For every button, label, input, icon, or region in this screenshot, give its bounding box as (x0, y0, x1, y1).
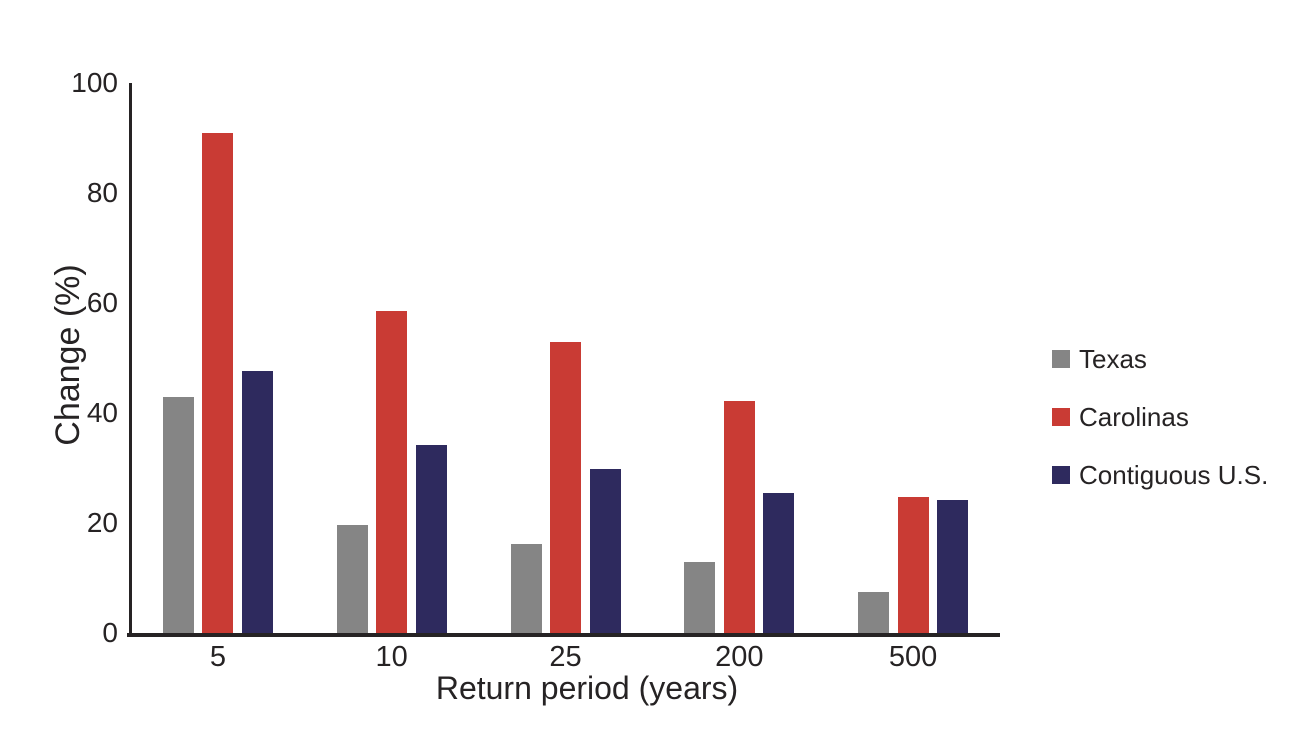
bar-texas-5 (162, 396, 194, 633)
y-tick-label-80: 80 (86, 177, 118, 208)
x-tick-label-500: 500 (888, 641, 938, 673)
bar-contiguous-u-s-5 (241, 371, 273, 633)
y-axis-line (129, 83, 132, 637)
bar-contiguous-u-s-25 (589, 469, 621, 633)
bar-contiguous-u-s-500 (937, 499, 969, 633)
x-axis-title: Return period (years) (435, 670, 739, 706)
x-tick-label-10: 10 (375, 641, 408, 673)
bar-texas-500 (858, 591, 890, 633)
x-axis-line (127, 633, 1000, 637)
legend-item-carolinas: Carolinas (1052, 388, 1268, 446)
legend-item-contiguous-u-s: Contiguous U.S. (1052, 446, 1268, 504)
bar-carolinas-25 (550, 341, 581, 633)
y-axis-title: Change (%) (49, 264, 87, 446)
legend-swatch-carolinas (1052, 408, 1070, 426)
legend-label-texas: Texas (1079, 343, 1147, 374)
bar-texas-10 (336, 524, 368, 633)
legend: Texas Carolinas Contiguous U.S. (1052, 330, 1268, 504)
legend-label-carolinas: Carolinas (1079, 401, 1189, 432)
legend-swatch-texas (1052, 350, 1070, 368)
bar-contiguous-u-s-200 (763, 493, 795, 633)
y-tick-label-20: 20 (86, 507, 118, 538)
bar-contiguous-u-s-10 (415, 444, 447, 633)
x-tick-label-200: 200 (715, 641, 764, 673)
y-tick-label-40: 40 (86, 397, 118, 428)
x-tick-label-5: 5 (209, 641, 226, 673)
bar-carolinas-10 (376, 311, 408, 633)
y-tick-label-100: 100 (71, 67, 118, 98)
bar-texas-25 (510, 543, 542, 633)
x-tick-label-25: 25 (549, 641, 582, 673)
bar-carolinas-5 (202, 132, 234, 633)
y-tick-label-60: 60 (86, 287, 118, 318)
y-tick-label-0: 0 (102, 617, 118, 648)
legend-label-contiguous-u-s: Contiguous U.S. (1079, 459, 1269, 490)
legend-swatch-contiguous-u-s (1052, 466, 1070, 484)
bar-carolinas-500 (897, 497, 929, 633)
legend-item-texas: Texas (1052, 330, 1268, 388)
bar-carolinas-200 (723, 400, 755, 633)
bar-texas-200 (684, 561, 716, 633)
